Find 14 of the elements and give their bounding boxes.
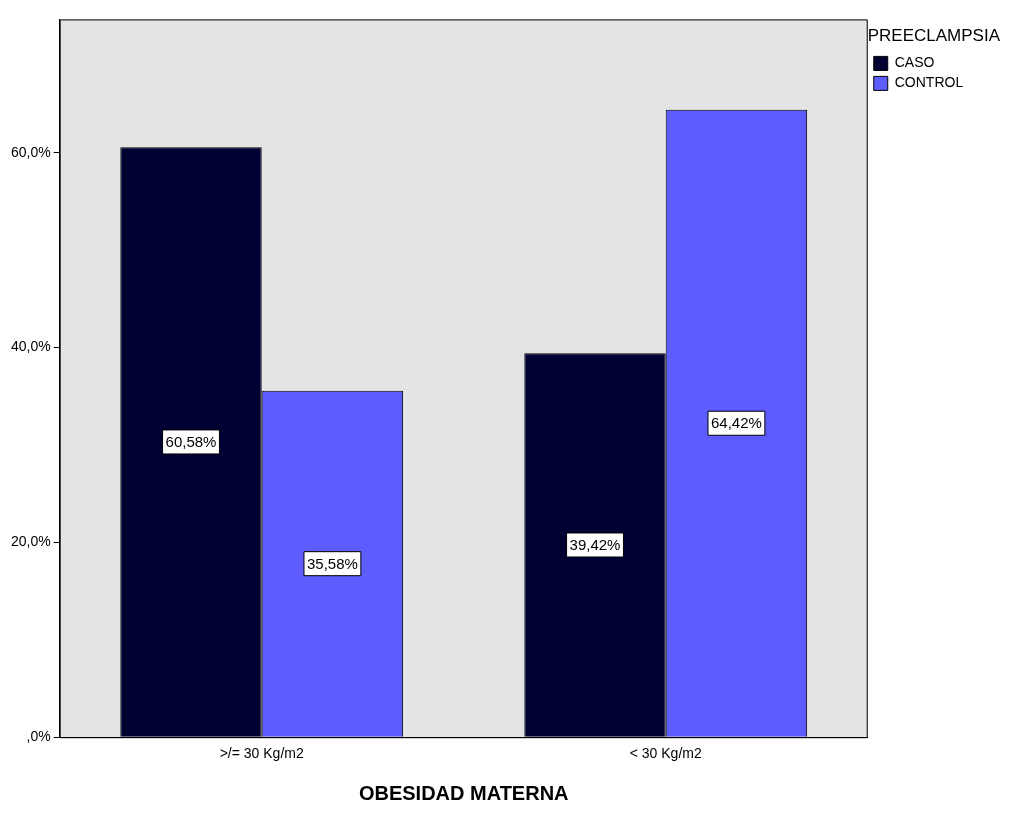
data-label: 39,42% [569,536,621,554]
legend-label: CONTROL [894,74,964,91]
data-label: 64,42% [710,414,762,432]
data-label: 60,58% [165,433,217,451]
legend-title: PREECLAMPSIA [867,26,1001,46]
x-tick-label: < 30 Kg/m2 [629,745,702,762]
y-tick-label: 40,0% [10,338,51,355]
y-tick-label: ,0% [26,728,51,745]
y-tick-label: 60,0% [10,143,51,160]
legend-label: CASO [894,54,935,71]
y-tick-label: 20,0% [10,533,51,550]
x-axis-title: OBESIDAD MATERNA [358,781,569,804]
x-tick-label: >/= 30 Kg/m2 [219,745,304,762]
data-label: 35,58% [306,554,358,572]
